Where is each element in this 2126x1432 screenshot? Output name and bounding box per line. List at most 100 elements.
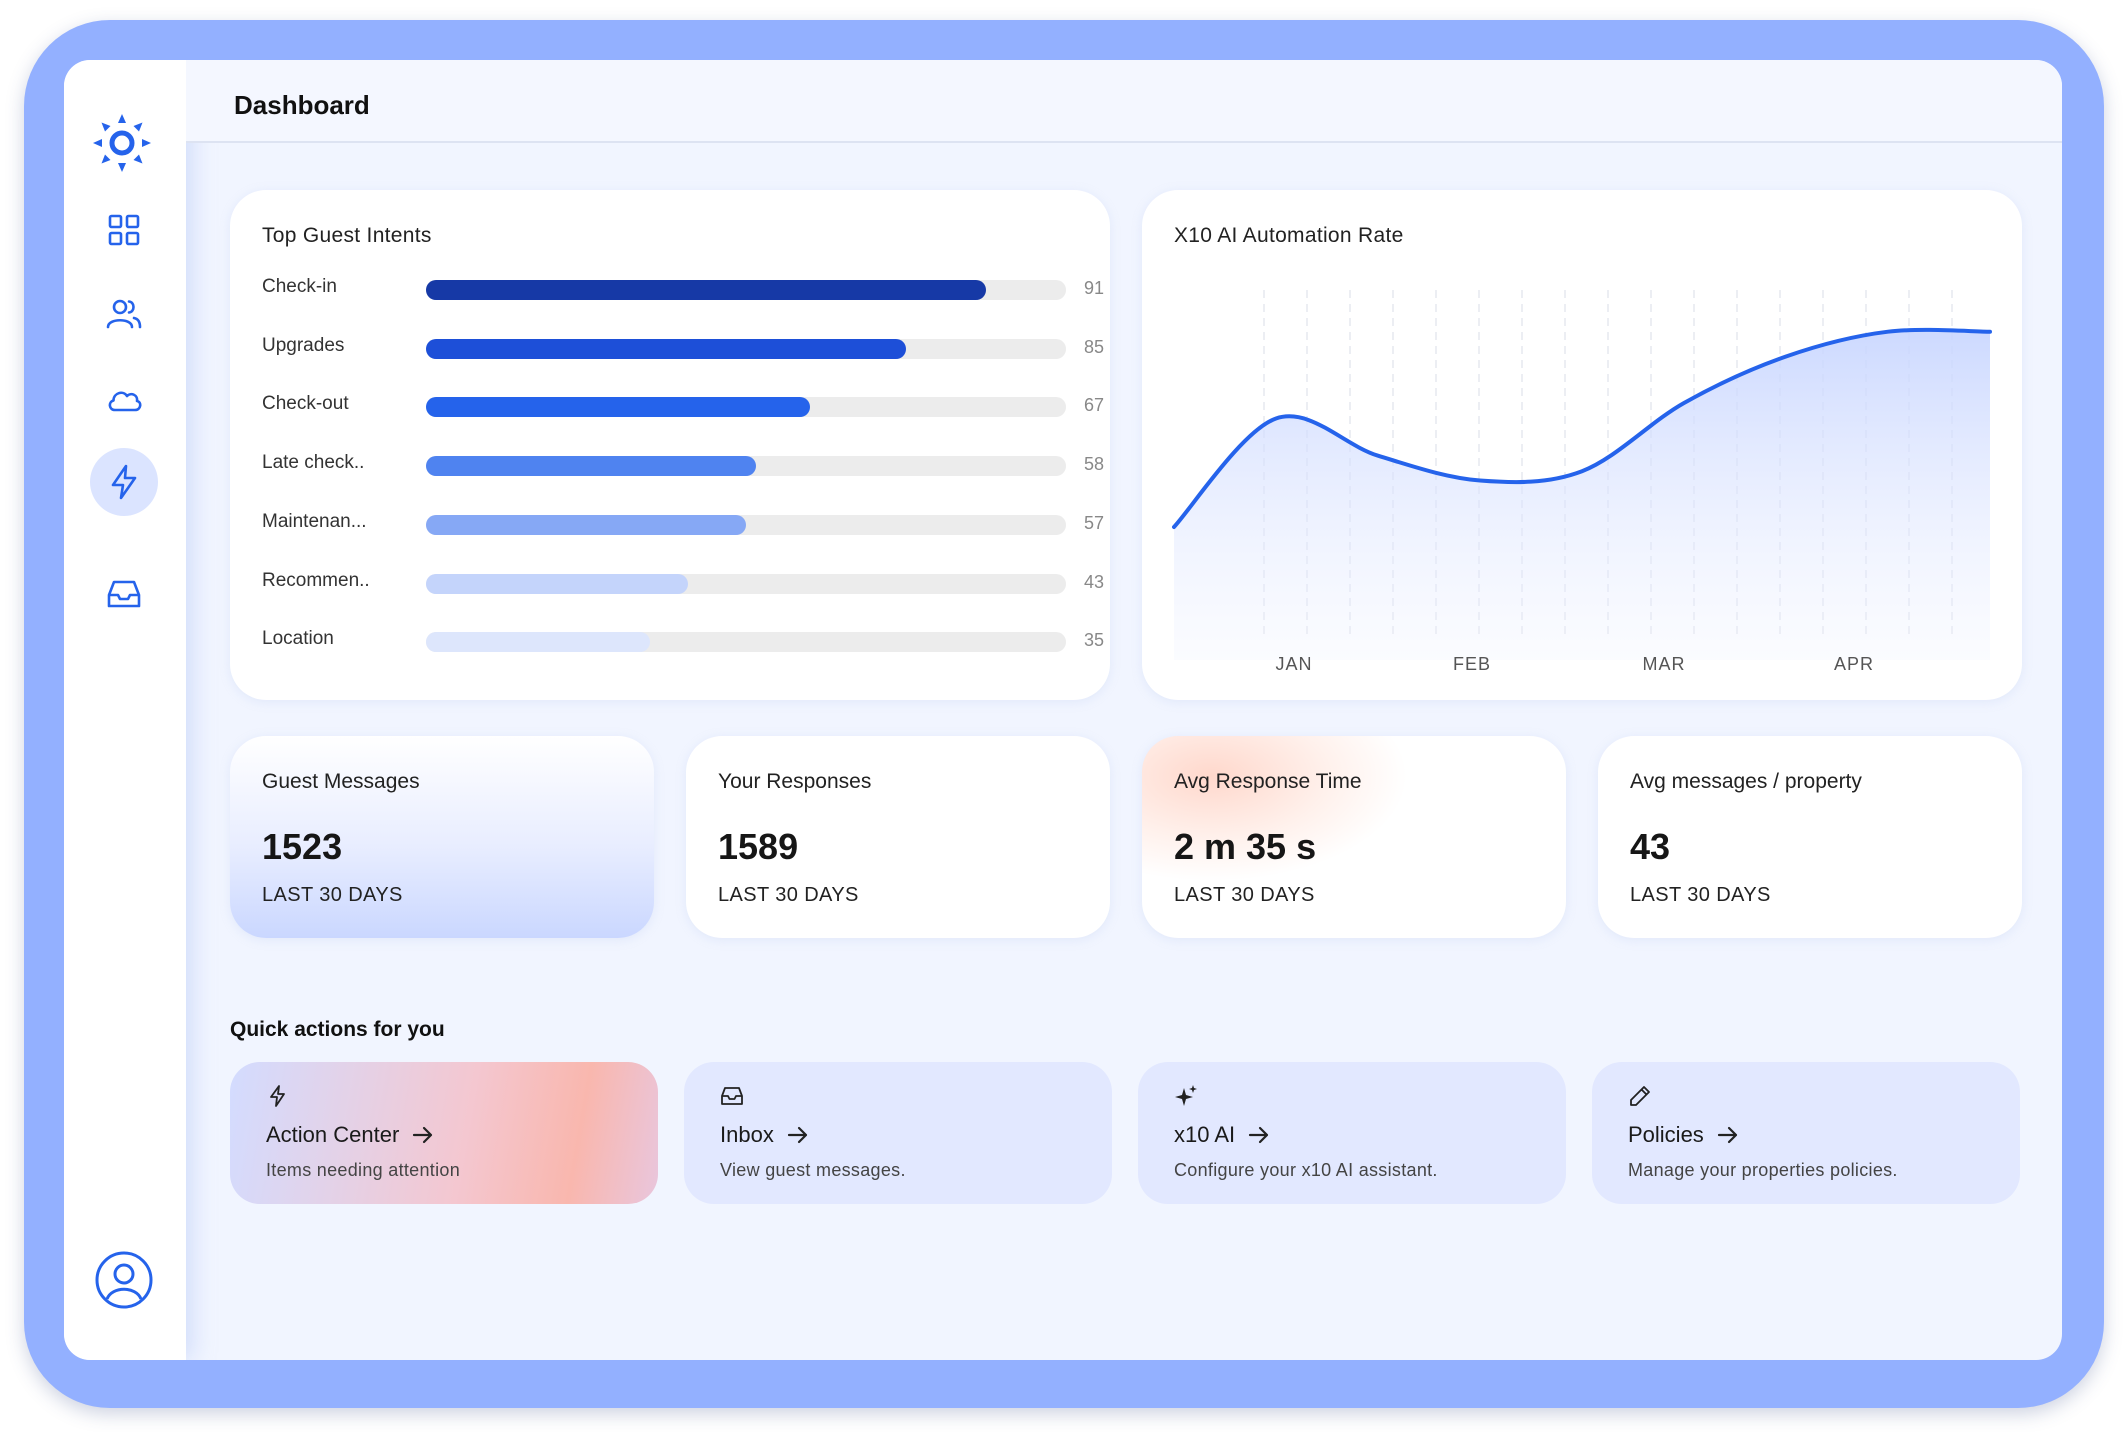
quick-action-desc: Items needing attention: [266, 1160, 461, 1180]
intent-bar-track: [426, 456, 1066, 477]
quick-action-label: Action Center: [266, 1122, 400, 1147]
intent-bar-track: [426, 632, 1066, 653]
quick-action-title: x10 AI: [1174, 1122, 1271, 1148]
intent-bar-fill: [426, 280, 986, 300]
intent-label: Recommen..: [262, 569, 370, 591]
arrow-right-icon: [1249, 1126, 1269, 1144]
quick-action-desc: Manage your properties policies.: [1628, 1160, 1898, 1180]
intent-bar-fill: [426, 338, 906, 359]
pencil-icon: [1630, 1086, 1650, 1106]
intent-value: 85: [1084, 336, 1105, 357]
quick-action-label: x10 AI: [1174, 1122, 1236, 1147]
intent-bar-track: [426, 514, 1066, 535]
intent-label: Location: [262, 628, 334, 650]
stat-card-your-responses: Your Responses 1589 LAST 30 DAYS: [686, 736, 1110, 938]
app-screen: Dashboard Top Guest Intents Check-in 91 Up…: [64, 60, 2062, 1360]
sidebar: [64, 60, 186, 1360]
inbox-icon: [107, 580, 141, 608]
quick-action-desc: Configure your x10 AI assistant.: [1174, 1160, 1438, 1180]
quick-action-title: Action Center: [266, 1122, 435, 1148]
intent-row: Recommen.. 43: [262, 566, 1104, 596]
stat-card-guest-messages: Guest Messages 1523 LAST 30 DAYS: [230, 736, 654, 938]
sidebar-item-action-center[interactable]: [90, 448, 158, 516]
grid-icon: [108, 214, 140, 246]
quick-action-x10-ai[interactable]: x10 AI Configure your x10 AI assistant.: [1138, 1062, 1566, 1204]
intents-title: Top Guest Intents: [262, 224, 432, 247]
page-title: Dashboard: [234, 90, 370, 120]
stat-title: Guest Messages: [262, 770, 420, 793]
intent-row: Late check.. 58: [262, 448, 1104, 478]
automation-rate-chart: JAN FEB MAR APR: [1172, 290, 1992, 674]
intent-value: 43: [1084, 571, 1105, 592]
quick-action-desc: View guest messages.: [720, 1160, 906, 1180]
quick-action-title: Inbox: [720, 1122, 810, 1148]
intent-bar-fill: [426, 456, 756, 477]
cloud-icon: [108, 391, 142, 412]
automation-title: X10 AI Automation Rate: [1174, 224, 1404, 247]
intent-value: 57: [1084, 512, 1105, 533]
stat-title: Your Responses: [718, 770, 872, 793]
intent-row: Maintenan... 57: [262, 507, 1104, 537]
intent-row: Check-out 67: [262, 389, 1104, 419]
sidebar-item-cloud[interactable]: [90, 366, 158, 434]
top-bar: Dashboard: [186, 60, 2062, 143]
stat-title: Avg Response Time: [1174, 770, 1362, 793]
intent-label: Late check..: [262, 452, 365, 474]
stat-sub: LAST 30 DAYS: [262, 884, 403, 906]
quick-actions-title: Quick actions for you: [230, 1018, 445, 1041]
stat-value: 43: [1630, 826, 1671, 867]
lightning-icon: [270, 1085, 285, 1107]
automation-rate-card: X10 AI Automation Rate JAN FEB MAR APR: [1142, 190, 2022, 700]
users-icon: [106, 299, 142, 329]
intent-label: Check-out: [262, 393, 349, 415]
intent-bar-track: [426, 338, 1066, 359]
quick-action-title: Policies: [1628, 1122, 1740, 1148]
intent-row: Upgrades 85: [262, 331, 1104, 361]
quick-action-label: Inbox: [720, 1122, 774, 1147]
stat-title: Avg messages / property: [1630, 770, 1862, 793]
intent-row: Check-in 91: [262, 272, 1104, 302]
x-tick-label: JAN: [1275, 654, 1312, 674]
intent-value: 58: [1084, 454, 1105, 475]
quick-action-policies[interactable]: Policies Manage your properties policies…: [1592, 1062, 2020, 1204]
intent-bar-fill: [426, 573, 689, 594]
intent-bar-fill: [426, 397, 810, 418]
intent-label: Maintenan...: [262, 510, 367, 532]
stat-card-avg-response-time: Avg Response Time 2 m 35 s LAST 30 DAYS: [1142, 736, 1566, 938]
intent-bar-track: [426, 397, 1066, 418]
stat-value: 1589: [718, 826, 799, 867]
stat-sub: LAST 30 DAYS: [718, 884, 859, 906]
intent-value: 35: [1084, 630, 1105, 651]
arrow-right-icon: [1717, 1126, 1737, 1144]
lightning-icon: [111, 464, 137, 500]
sidebar-item-grid[interactable]: [90, 196, 158, 264]
stat-sub: LAST 30 DAYS: [1630, 884, 1771, 906]
inbox-icon: [721, 1087, 743, 1105]
intent-bar-fill: [426, 632, 650, 653]
stat-value: 1523: [262, 826, 343, 867]
intent-label: Check-in: [262, 276, 337, 297]
user-avatar-icon[interactable]: [94, 1250, 154, 1310]
intent-bar-track: [426, 573, 1066, 594]
x-tick-label: FEB: [1453, 654, 1491, 674]
intent-bar-track: [426, 280, 1066, 300]
stat-card-avg-messages-property: Avg messages / property 43 LAST 30 DAYS: [1598, 736, 2022, 938]
intent-label: Upgrades: [262, 334, 345, 356]
quick-action-action-center[interactable]: Action Center Items needing attention: [230, 1062, 658, 1204]
sidebar-item-inbox[interactable]: [90, 560, 158, 628]
sun-logo-icon[interactable]: [91, 112, 153, 174]
stat-sub: LAST 30 DAYS: [1174, 884, 1315, 906]
sidebar-item-users[interactable]: [90, 280, 158, 348]
x-tick-label: MAR: [1643, 654, 1686, 674]
quick-action-inbox[interactable]: Inbox View guest messages.: [684, 1062, 1112, 1204]
series-line: [1172, 327, 1992, 529]
intent-value: 91: [1084, 278, 1105, 298]
area-fill: [1174, 329, 1990, 660]
intent-row: Location 35: [262, 624, 1104, 654]
intent-bar-fill: [426, 514, 746, 535]
quick-action-label: Policies: [1628, 1122, 1704, 1147]
top-guest-intents-card: Top Guest Intents Check-in 91 Upgrades 85 Ch…: [230, 190, 1110, 700]
x-tick-label: APR: [1834, 654, 1874, 674]
intent-value: 67: [1084, 395, 1105, 416]
sparkle-icon: [1175, 1085, 1197, 1106]
